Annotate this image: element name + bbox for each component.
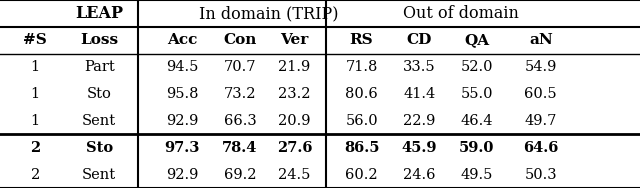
- Text: #S: #S: [23, 33, 47, 47]
- Text: Part: Part: [84, 60, 115, 74]
- Text: 80.6: 80.6: [345, 87, 378, 101]
- Text: 56.0: 56.0: [346, 114, 378, 128]
- Text: 97.3: 97.3: [164, 141, 200, 155]
- Text: Sto: Sto: [87, 87, 111, 101]
- Text: Ver: Ver: [280, 33, 308, 47]
- Text: 50.3: 50.3: [525, 168, 557, 182]
- Text: 52.0: 52.0: [461, 60, 493, 74]
- Text: 60.5: 60.5: [525, 87, 557, 101]
- Text: 69.2: 69.2: [224, 168, 256, 182]
- Text: 86.5: 86.5: [344, 141, 380, 155]
- Text: 1: 1: [31, 114, 40, 128]
- Text: 20.9: 20.9: [278, 114, 310, 128]
- Text: 24.5: 24.5: [278, 168, 310, 182]
- Text: 46.4: 46.4: [461, 114, 493, 128]
- Text: 92.9: 92.9: [166, 114, 198, 128]
- Text: 64.6: 64.6: [523, 141, 559, 155]
- Text: 95.8: 95.8: [166, 87, 198, 101]
- Text: 71.8: 71.8: [346, 60, 378, 74]
- Text: 49.5: 49.5: [461, 168, 493, 182]
- Text: Con: Con: [223, 33, 257, 47]
- Text: 1: 1: [31, 60, 40, 74]
- Text: aN: aN: [529, 33, 553, 47]
- Text: Sent: Sent: [82, 114, 116, 128]
- Text: 23.2: 23.2: [278, 87, 310, 101]
- Text: 41.4: 41.4: [403, 87, 435, 101]
- Text: LEAP: LEAP: [76, 5, 123, 22]
- Text: Out of domain: Out of domain: [403, 5, 519, 22]
- Text: 27.6: 27.6: [276, 141, 312, 155]
- Text: In domain (TRIP): In domain (TRIP): [199, 5, 339, 22]
- Text: 55.0: 55.0: [461, 87, 493, 101]
- Text: Loss: Loss: [80, 33, 118, 47]
- Text: 54.9: 54.9: [525, 60, 557, 74]
- Text: QA: QA: [464, 33, 490, 47]
- Text: Acc: Acc: [167, 33, 198, 47]
- Text: 59.0: 59.0: [459, 141, 495, 155]
- Text: 66.3: 66.3: [223, 114, 257, 128]
- Text: CD: CD: [406, 33, 432, 47]
- Text: 2: 2: [30, 141, 40, 155]
- Text: 92.9: 92.9: [166, 168, 198, 182]
- Text: 73.2: 73.2: [224, 87, 256, 101]
- Text: Sto: Sto: [86, 141, 113, 155]
- Text: RS: RS: [350, 33, 373, 47]
- Text: 22.9: 22.9: [403, 114, 435, 128]
- Text: 21.9: 21.9: [278, 60, 310, 74]
- Text: 45.9: 45.9: [401, 141, 437, 155]
- Text: 60.2: 60.2: [346, 168, 378, 182]
- Text: 1: 1: [31, 87, 40, 101]
- Text: 70.7: 70.7: [224, 60, 256, 74]
- Text: 94.5: 94.5: [166, 60, 198, 74]
- Text: 2: 2: [31, 168, 40, 182]
- Text: 49.7: 49.7: [525, 114, 557, 128]
- Text: Sent: Sent: [82, 168, 116, 182]
- Text: 24.6: 24.6: [403, 168, 435, 182]
- Text: 78.4: 78.4: [222, 141, 258, 155]
- Text: 33.5: 33.5: [403, 60, 435, 74]
